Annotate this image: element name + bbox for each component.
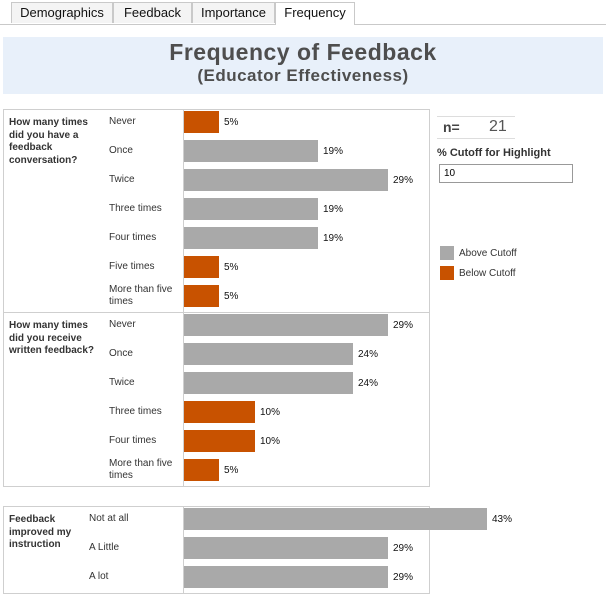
bar[interactable] (184, 459, 219, 481)
bar[interactable] (184, 256, 219, 278)
data-label: 43% (492, 514, 513, 525)
bar[interactable] (184, 566, 388, 588)
bar[interactable] (184, 140, 318, 162)
bar[interactable] (184, 314, 388, 336)
row-label: Five times (109, 261, 155, 272)
legend-swatch-below (440, 266, 454, 280)
title-band: Frequency of Feedback (Educator Effectiv… (3, 37, 603, 94)
question-label: How many times did you receive written f… (9, 320, 95, 356)
row-label: More than five times (109, 458, 173, 481)
bar[interactable] (184, 198, 318, 220)
bar[interactable] (184, 227, 318, 249)
row-label: Not at all (89, 513, 129, 524)
cutoff-input[interactable] (439, 164, 573, 183)
page-title: Frequency of Feedback (169, 39, 437, 65)
bar[interactable] (184, 285, 219, 307)
question-label: Feedback improved my instruction (9, 514, 72, 550)
data-label: 19% (323, 233, 344, 244)
row-label: Four times (109, 435, 157, 446)
bar[interactable] (184, 401, 255, 423)
axis-line (183, 110, 184, 486)
row-label: Four times (109, 232, 157, 243)
data-label: 29% (393, 175, 414, 186)
data-label: 29% (393, 320, 414, 331)
row-label: Never (109, 116, 136, 127)
section-panel-written (3, 312, 430, 487)
tab-demographics[interactable]: Demographics (11, 2, 113, 23)
section-panel-improved (3, 506, 430, 594)
page-subtitle: (Educator Effectiveness) (197, 66, 409, 85)
row-label: Once (109, 348, 133, 359)
n-count-box: n= 21 (437, 116, 515, 139)
axis-line (183, 507, 184, 593)
bar[interactable] (184, 343, 353, 365)
row-label: Three times (109, 203, 162, 214)
data-label: 29% (393, 543, 414, 554)
row-label: Never (109, 319, 136, 330)
data-label: 24% (358, 349, 379, 360)
cutoff-label: % Cutoff for Highlight (437, 147, 551, 159)
bar[interactable] (184, 508, 487, 530)
n-value: 21 (489, 118, 507, 135)
tab-bar: Demographics Feedback Importance Frequen… (0, 0, 606, 25)
data-label: 10% (260, 436, 281, 447)
data-label: 5% (224, 262, 239, 273)
row-label: More than five times (109, 284, 173, 307)
data-label: 19% (323, 146, 344, 157)
row-label: Three times (109, 406, 162, 417)
bar[interactable] (184, 372, 353, 394)
row-label: Once (109, 145, 133, 156)
data-label: 19% (323, 204, 344, 215)
tab-importance[interactable]: Importance (192, 2, 275, 23)
n-label: n= (443, 119, 460, 135)
bar[interactable] (184, 111, 219, 133)
legend-label-above: Above Cutoff (459, 248, 517, 259)
data-label: 5% (224, 117, 239, 128)
question-label: How many times did you have a feedback c… (9, 117, 88, 166)
bar[interactable] (184, 537, 388, 559)
row-label: A lot (89, 571, 109, 582)
data-label: 24% (358, 378, 379, 389)
data-label: 29% (393, 572, 414, 583)
legend-swatch-above (440, 246, 454, 260)
data-label: 5% (224, 465, 239, 476)
tab-feedback[interactable]: Feedback (113, 2, 192, 23)
row-label: Twice (109, 377, 135, 388)
legend-label-below: Below Cutoff (459, 268, 516, 279)
bar[interactable] (184, 430, 255, 452)
bar[interactable] (184, 169, 388, 191)
data-label: 5% (224, 291, 239, 302)
row-label: A Little (89, 542, 120, 553)
tab-frequency[interactable]: Frequency (275, 2, 355, 25)
row-label: Twice (109, 174, 135, 185)
data-label: 10% (260, 407, 281, 418)
